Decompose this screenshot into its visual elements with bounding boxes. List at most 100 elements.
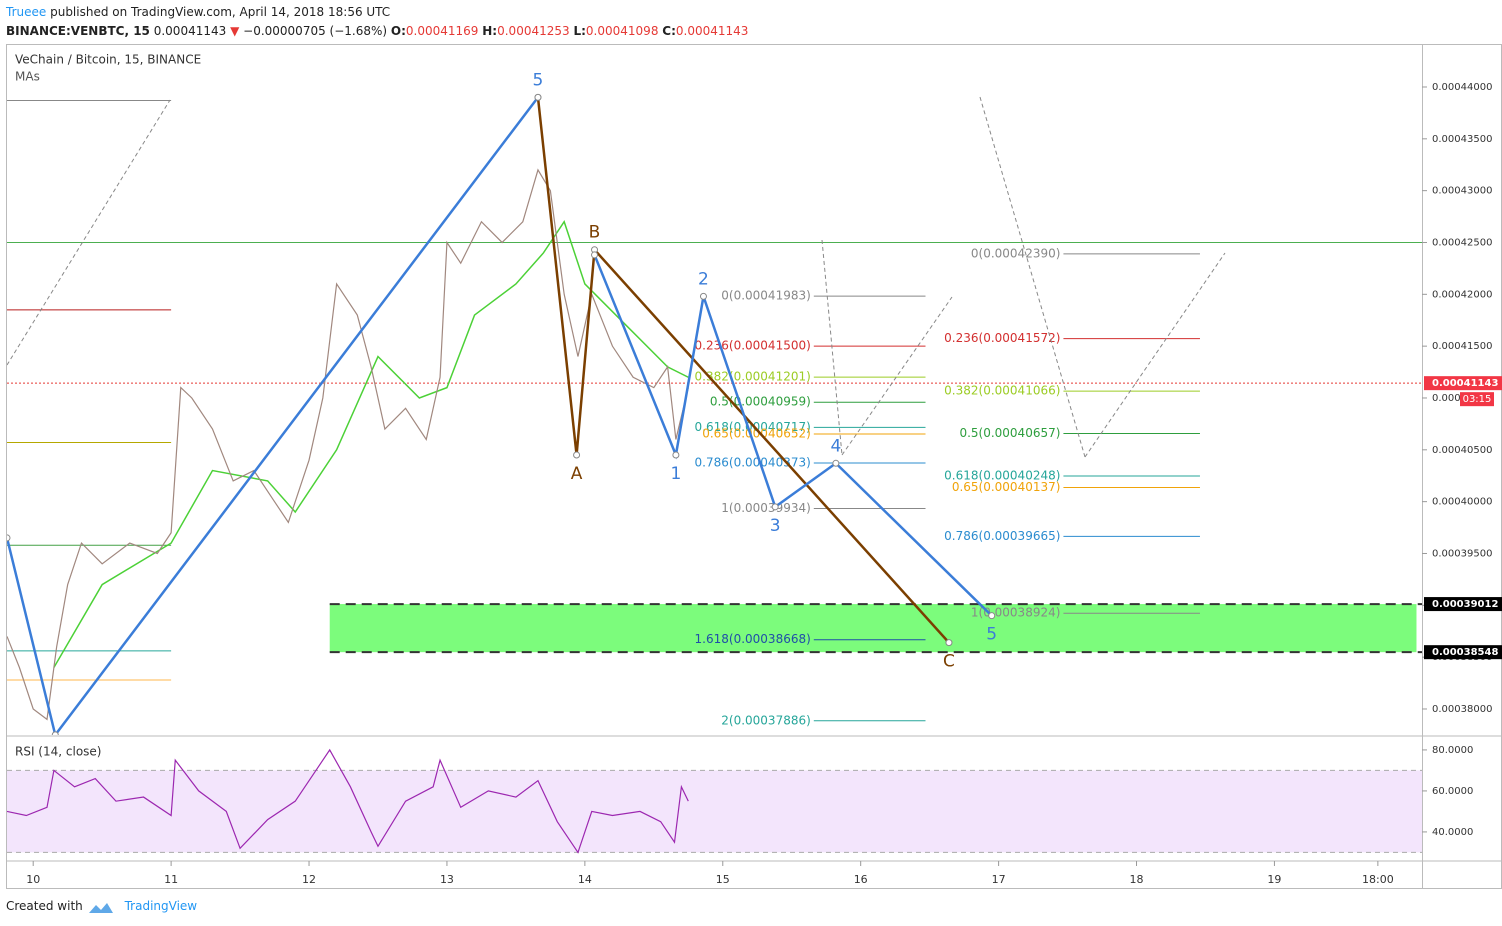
wave-point xyxy=(534,93,542,101)
chart-title: VeChain / Bitcoin, 15, BINANCE xyxy=(15,53,201,67)
x-tick-label: 18 xyxy=(1130,873,1144,886)
wave-label: C xyxy=(943,652,955,672)
wave-point xyxy=(573,451,581,459)
y-tick-label: 0.00043500 xyxy=(1432,134,1492,145)
x-tick-label: 16 xyxy=(854,873,868,886)
symbol: BINANCE:VENBTC, 15 xyxy=(6,24,150,38)
wave-label: 1 xyxy=(670,464,681,484)
fib-label: 0.618(0.00040248) xyxy=(944,468,1060,482)
wave-point xyxy=(672,451,680,459)
wave-label: 3 xyxy=(770,516,781,536)
rsi-title: RSI (14, close) xyxy=(15,745,101,759)
price-badge xyxy=(1424,376,1502,391)
y-tick-label: 0.00040500 xyxy=(1432,445,1492,456)
price-badge-label: 0.00039012 xyxy=(1432,599,1498,610)
wave-label: B xyxy=(589,223,601,243)
header-line-2: BINANCE:VENBTC, 15 0.00041143 ▼ −0.00000… xyxy=(6,22,748,41)
h-label: H: xyxy=(482,24,498,38)
price-badge-label: 0.00038548 xyxy=(1432,647,1498,658)
c: 0.00041143 xyxy=(675,24,749,38)
last: 0.00041143 xyxy=(153,24,227,38)
x-tick-label: 14 xyxy=(578,873,592,886)
y-tick-label: 0.00041500 xyxy=(1432,341,1492,352)
fib-label: 0.786(0.00040373) xyxy=(695,455,811,469)
h: 0.00041253 xyxy=(497,24,570,38)
rsi-tick-label: 80.0000 xyxy=(1432,745,1473,756)
rsi-band xyxy=(7,770,1422,853)
fib-label: 0.5(0.00040959) xyxy=(710,395,811,409)
published: published on TradingView.com, April 14, … xyxy=(50,5,391,19)
l: 0.00041098 xyxy=(585,24,659,38)
y-tick-label: 0.00042500 xyxy=(1432,237,1492,248)
wave-label: 5 xyxy=(986,625,997,645)
guide xyxy=(821,239,843,456)
wave-line xyxy=(536,97,950,644)
change: −0.00000705 (−1.68%) xyxy=(243,24,388,38)
logo-shape xyxy=(89,903,113,913)
wave-label: 5 xyxy=(533,70,544,90)
overlay: 10 11 12 13 14 15 16 17 18 19 18:000.000380000.000… xyxy=(26,82,1502,886)
arrow: ▼ xyxy=(230,24,240,38)
footer: Created with TradingView xyxy=(6,899,197,913)
main-pane: 0(0.00041983) 0.236(0.00041500) 0.382(0.00… xyxy=(7,70,1422,735)
fib-label: 0(0.00042390) xyxy=(971,246,1061,260)
wave-point xyxy=(7,534,11,542)
x-tick-label: 18:00 xyxy=(1362,873,1394,886)
wave-line xyxy=(593,254,993,617)
x-tick-label: 10 xyxy=(26,873,40,886)
countdown-badge xyxy=(1460,392,1494,407)
wave-point xyxy=(51,731,59,735)
wave-label: A xyxy=(571,464,583,484)
fib-label: 0.382(0.00041201) xyxy=(695,370,811,384)
wave-label: 2 xyxy=(698,269,709,289)
x-tick-label: 13 xyxy=(440,873,454,886)
o: 0.00041169 xyxy=(405,24,479,38)
guide xyxy=(979,96,1086,458)
price-badge xyxy=(1424,597,1502,612)
o-label: O: xyxy=(390,24,406,38)
fib-label: 0.786(0.00039665) xyxy=(944,529,1060,543)
ma-line xyxy=(53,220,689,668)
dashed-guides xyxy=(7,96,1226,458)
wave-label: 4 xyxy=(830,436,841,456)
c-label: C: xyxy=(662,24,676,38)
logo xyxy=(89,903,113,913)
rsi-pane xyxy=(7,748,1422,854)
x-tick-label: 15 xyxy=(716,873,730,886)
y-tick-label: 0.00044000 xyxy=(1432,82,1492,93)
created: Created with xyxy=(6,899,83,913)
wave-point xyxy=(832,459,840,467)
fib-label: 1.618(0.00038668) xyxy=(695,632,811,646)
fib-label: 2(0.00037886) xyxy=(721,713,811,727)
fib-label: 0.65(0.00040137) xyxy=(952,480,1061,494)
rsi-line xyxy=(7,748,689,854)
guide xyxy=(7,99,171,366)
wave-point xyxy=(988,612,996,620)
author[interactable]: Trueee xyxy=(6,5,47,19)
l-label: L: xyxy=(573,24,586,38)
countdown: 03:15 xyxy=(1463,394,1492,405)
wave-point xyxy=(699,292,707,300)
rsi-tick-label: 40.0000 xyxy=(1432,827,1473,838)
wave-point xyxy=(591,251,599,259)
wave-point xyxy=(771,503,779,511)
header: Trueee published on TradingView.com, Apr… xyxy=(6,3,748,41)
fib-label: 1(0.00039934) xyxy=(721,501,811,515)
y-tick-label: 0.00040000 xyxy=(1432,497,1492,508)
fib-label: 0.236(0.00041572) xyxy=(944,331,1060,345)
price-badge-label: 0.00041143 xyxy=(1432,378,1498,389)
brand[interactable]: TradingView xyxy=(124,899,198,913)
x-tick-label: 17 xyxy=(992,873,1006,886)
price-line xyxy=(7,168,689,721)
fib-label: 0.382(0.00041066) xyxy=(944,384,1060,398)
target-zone xyxy=(329,604,1417,653)
chart-subtitle: MAs xyxy=(15,70,40,84)
wave-point xyxy=(945,639,953,647)
price-badge xyxy=(1424,645,1502,660)
guide xyxy=(1084,252,1226,458)
rsi-tick-label: 60.0000 xyxy=(1432,786,1473,797)
x-tick-label: 19 xyxy=(1267,873,1281,886)
fib-label: 0(0.00041983) xyxy=(721,289,811,303)
